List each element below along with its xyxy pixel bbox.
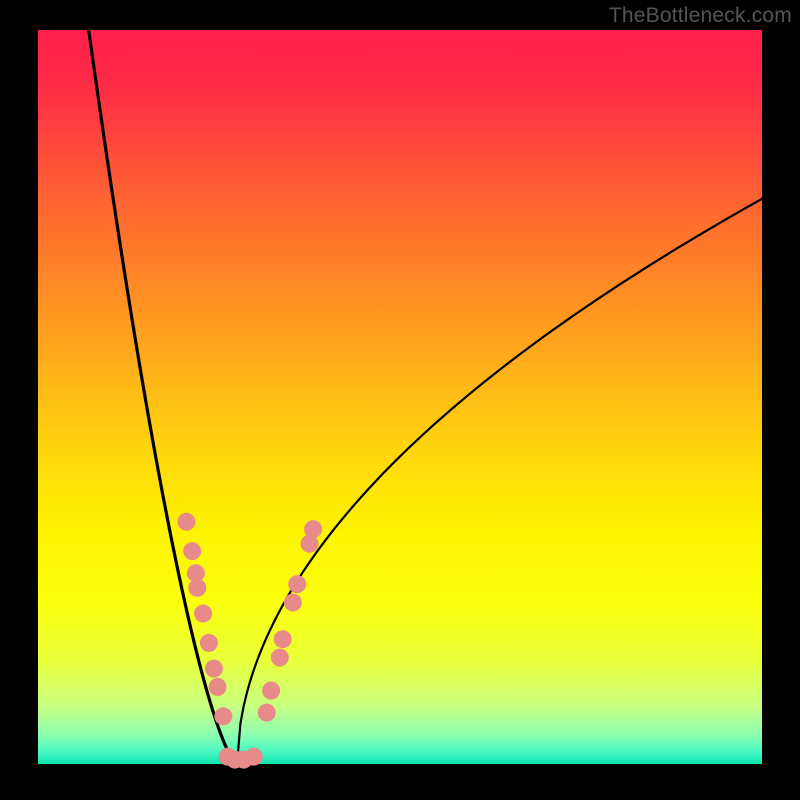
bottleneck-chart — [0, 0, 800, 800]
data-dot — [200, 634, 218, 652]
data-dot — [288, 575, 306, 593]
data-dot — [271, 649, 289, 667]
data-dot — [214, 707, 232, 725]
data-dot — [245, 748, 263, 766]
data-dot — [205, 660, 223, 678]
data-dot — [194, 605, 212, 623]
data-dot — [209, 678, 227, 696]
data-dot — [274, 630, 292, 648]
data-dot — [284, 594, 302, 612]
watermark-text: TheBottleneck.com — [609, 4, 792, 28]
data-dot — [177, 513, 195, 531]
data-dot — [188, 579, 206, 597]
data-dot — [258, 704, 276, 722]
data-dot — [183, 542, 201, 560]
data-dot — [304, 520, 322, 538]
data-dot — [262, 682, 280, 700]
